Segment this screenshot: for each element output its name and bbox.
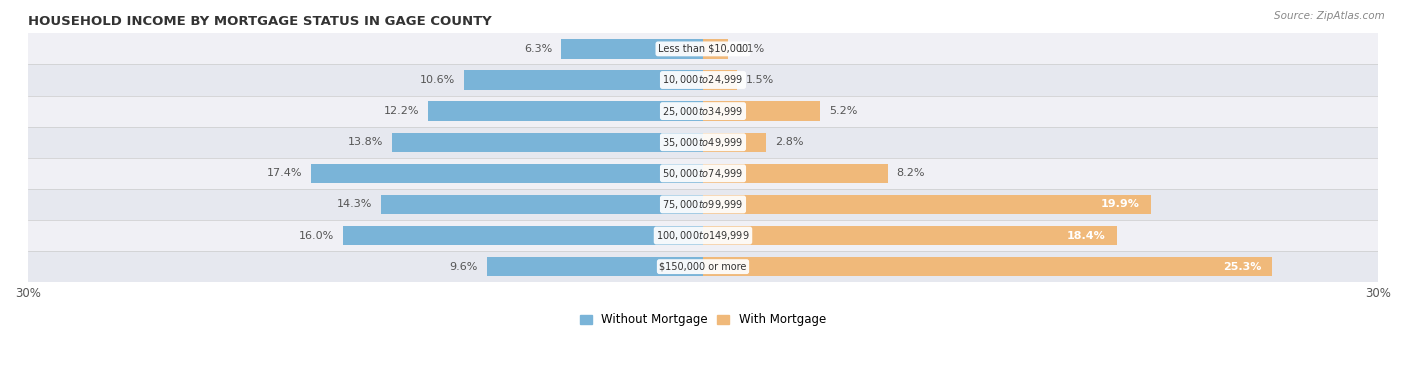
Text: 14.3%: 14.3% (337, 200, 373, 209)
Text: 6.3%: 6.3% (524, 44, 553, 54)
Bar (703, 226, 1116, 245)
Bar (28, 127, 1378, 158)
Text: Source: ZipAtlas.com: Source: ZipAtlas.com (1274, 11, 1385, 21)
Text: 8.2%: 8.2% (897, 168, 925, 178)
Bar (703, 195, 1150, 214)
Text: HOUSEHOLD INCOME BY MORTGAGE STATUS IN GAGE COUNTY: HOUSEHOLD INCOME BY MORTGAGE STATUS IN G… (28, 15, 492, 28)
Bar (28, 96, 1378, 127)
Text: $35,000 to $49,999: $35,000 to $49,999 (662, 136, 744, 149)
Bar (343, 226, 703, 245)
Text: $25,000 to $34,999: $25,000 to $34,999 (662, 105, 744, 118)
Bar (703, 39, 728, 59)
Bar (28, 158, 1378, 189)
Text: 5.2%: 5.2% (830, 106, 858, 116)
Text: 19.9%: 19.9% (1101, 200, 1139, 209)
Text: 12.2%: 12.2% (384, 106, 419, 116)
Bar (392, 133, 703, 152)
Bar (486, 257, 703, 276)
Text: 13.8%: 13.8% (349, 137, 384, 147)
Bar (28, 64, 1378, 96)
Text: Less than $10,000: Less than $10,000 (658, 44, 748, 54)
Text: 10.6%: 10.6% (420, 75, 456, 85)
Bar (703, 101, 820, 121)
Text: $150,000 or more: $150,000 or more (659, 262, 747, 272)
Bar (381, 195, 703, 214)
Text: 16.0%: 16.0% (298, 231, 335, 240)
Text: 1.5%: 1.5% (745, 75, 775, 85)
Text: $50,000 to $74,999: $50,000 to $74,999 (662, 167, 744, 180)
Text: $10,000 to $24,999: $10,000 to $24,999 (662, 73, 744, 87)
Bar (703, 164, 887, 183)
Bar (429, 101, 703, 121)
Bar (561, 39, 703, 59)
Text: 17.4%: 17.4% (267, 168, 302, 178)
Bar (312, 164, 703, 183)
Text: 1.1%: 1.1% (737, 44, 765, 54)
Bar (28, 251, 1378, 282)
Text: $100,000 to $149,999: $100,000 to $149,999 (657, 229, 749, 242)
Bar (464, 70, 703, 90)
Text: 18.4%: 18.4% (1067, 231, 1105, 240)
Text: 2.8%: 2.8% (775, 137, 803, 147)
Text: 25.3%: 25.3% (1223, 262, 1261, 272)
Text: 9.6%: 9.6% (450, 262, 478, 272)
Text: $75,000 to $99,999: $75,000 to $99,999 (662, 198, 744, 211)
Bar (703, 133, 766, 152)
Bar (28, 220, 1378, 251)
Bar (28, 33, 1378, 64)
Bar (28, 189, 1378, 220)
Bar (703, 70, 737, 90)
Legend: Without Mortgage, With Mortgage: Without Mortgage, With Mortgage (575, 308, 831, 331)
Bar (703, 257, 1272, 276)
